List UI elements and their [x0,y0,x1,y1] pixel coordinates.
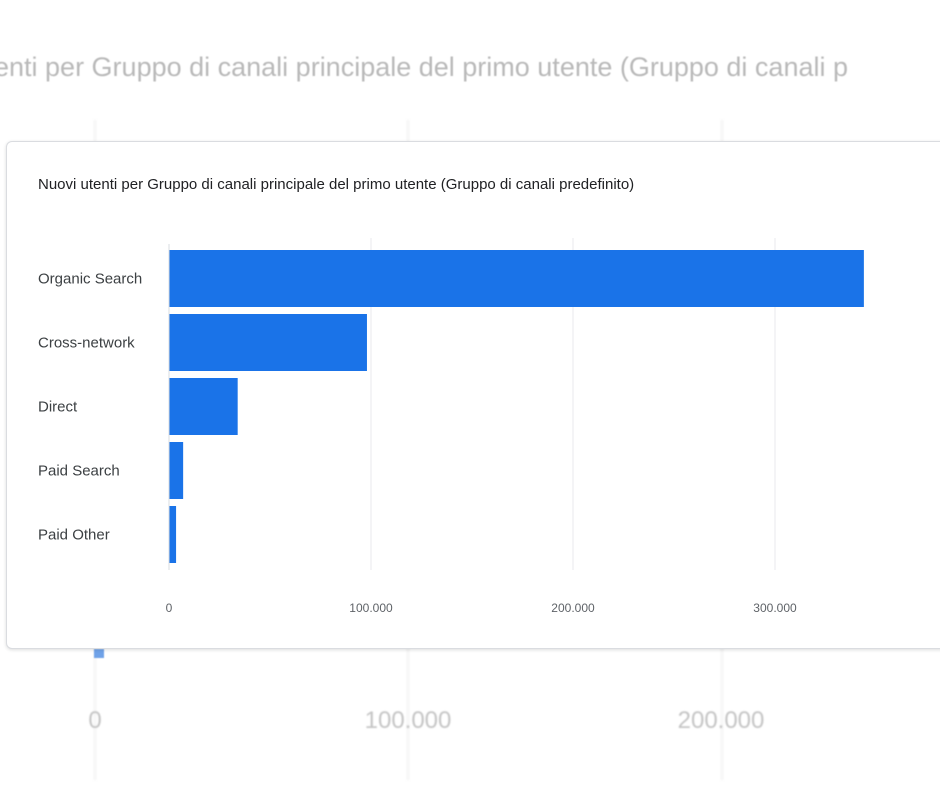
category-label: Direct [38,399,78,416]
chart-title: Nuovi utenti per Gruppo di canali princi… [38,176,635,193]
bar-chart: Organic Search Cross-network Direct Paid Se… [38,238,864,615]
background-tick-label: 100.000 [364,707,452,734]
category-label: Paid Other [38,527,110,544]
tick-label: 300.000 [753,601,797,615]
background-bar [94,649,104,658]
background-chart-title: enti per Gruppo di canali principale del… [0,52,848,82]
tick-label: 200.000 [551,601,595,615]
background-tick-label: 0 [88,707,102,734]
tick-label: 0 [166,601,173,615]
background-tick-label: 200.000 [677,707,765,734]
bar [169,442,184,499]
chart-card: Nuovi utenti per Gruppo di canali princi… [6,141,940,649]
bar [169,378,238,435]
bar [169,506,177,563]
category-label: Organic Search [38,271,142,288]
bar [169,250,864,307]
bar [169,314,367,371]
category-label: Paid Search [38,463,120,480]
category-label: Cross-network [38,335,135,352]
tick-label: 100.000 [349,601,393,615]
